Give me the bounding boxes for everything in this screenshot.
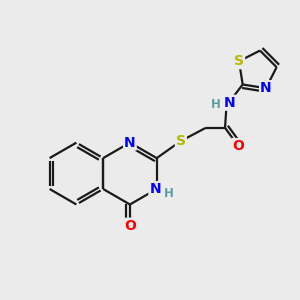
Text: N: N <box>124 136 136 150</box>
Text: N: N <box>149 182 161 196</box>
Text: N: N <box>260 81 272 95</box>
Text: S: S <box>176 134 186 148</box>
Text: H: H <box>211 98 221 111</box>
Text: O: O <box>124 219 136 233</box>
Text: H: H <box>164 187 174 200</box>
Text: S: S <box>234 54 244 68</box>
Text: O: O <box>232 139 244 153</box>
Text: N: N <box>224 96 235 110</box>
